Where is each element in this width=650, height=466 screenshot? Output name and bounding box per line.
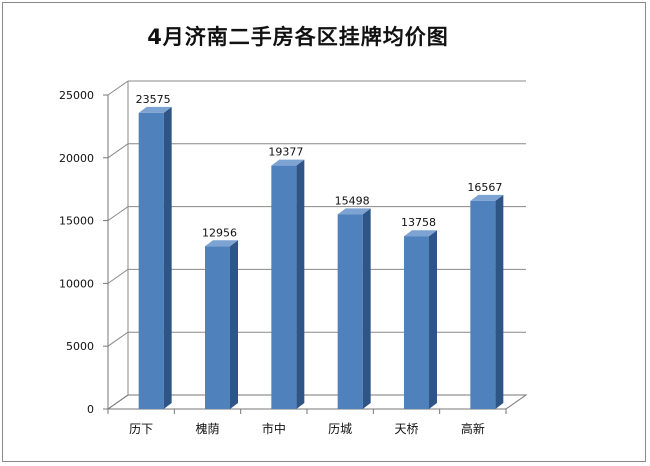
- bar-top: [138, 106, 172, 113]
- data-label: 13758: [401, 216, 436, 229]
- y-tick-label: 5000: [66, 340, 94, 353]
- bar-top: [205, 240, 238, 247]
- gridline-side: [107, 206, 129, 222]
- chart-title: 4月济南二手房各区挂牌均价图: [147, 25, 449, 49]
- bar-side: [163, 106, 172, 409]
- bar-side: [296, 159, 305, 409]
- bar-side: [362, 208, 371, 409]
- x-category-label: 历下: [129, 422, 153, 436]
- x-category-label: 历城: [328, 422, 352, 436]
- data-label: 23575: [136, 93, 171, 106]
- bar-side: [429, 230, 437, 409]
- y-tick-label: 15000: [59, 215, 94, 228]
- bar: [271, 165, 297, 409]
- bar-top: [337, 208, 371, 215]
- y-tick-label: 20000: [59, 152, 94, 165]
- gridline-side: [107, 80, 129, 96]
- data-label: 19377: [268, 146, 303, 159]
- y-tick-label: 25000: [59, 89, 94, 102]
- bar-side: [230, 240, 238, 409]
- x-category-label: 槐荫: [195, 421, 219, 436]
- data-label: 16567: [467, 181, 502, 194]
- bar: [337, 214, 363, 409]
- bar: [138, 112, 164, 409]
- gridline-side: [107, 331, 129, 347]
- gridline-side: [107, 268, 129, 284]
- bar-top: [271, 159, 305, 166]
- x-category-label: 市中: [262, 421, 286, 436]
- bar: [404, 236, 429, 409]
- bar-top: [404, 230, 437, 237]
- data-label: 12956: [202, 226, 237, 239]
- data-label: 15498: [335, 194, 370, 207]
- chart-frame: 4月济南二手房各区挂牌均价图: [2, 2, 646, 462]
- gridline-side: [107, 143, 129, 159]
- y-tick-label: 0: [87, 403, 94, 416]
- bar-side: [495, 194, 504, 409]
- bar: [205, 246, 230, 409]
- bar-top: [470, 194, 504, 201]
- x-category-label: 天桥: [394, 422, 418, 436]
- y-tick-label: 10000: [59, 277, 94, 290]
- bar: [470, 200, 496, 409]
- x-category-label: 高新: [461, 421, 485, 436]
